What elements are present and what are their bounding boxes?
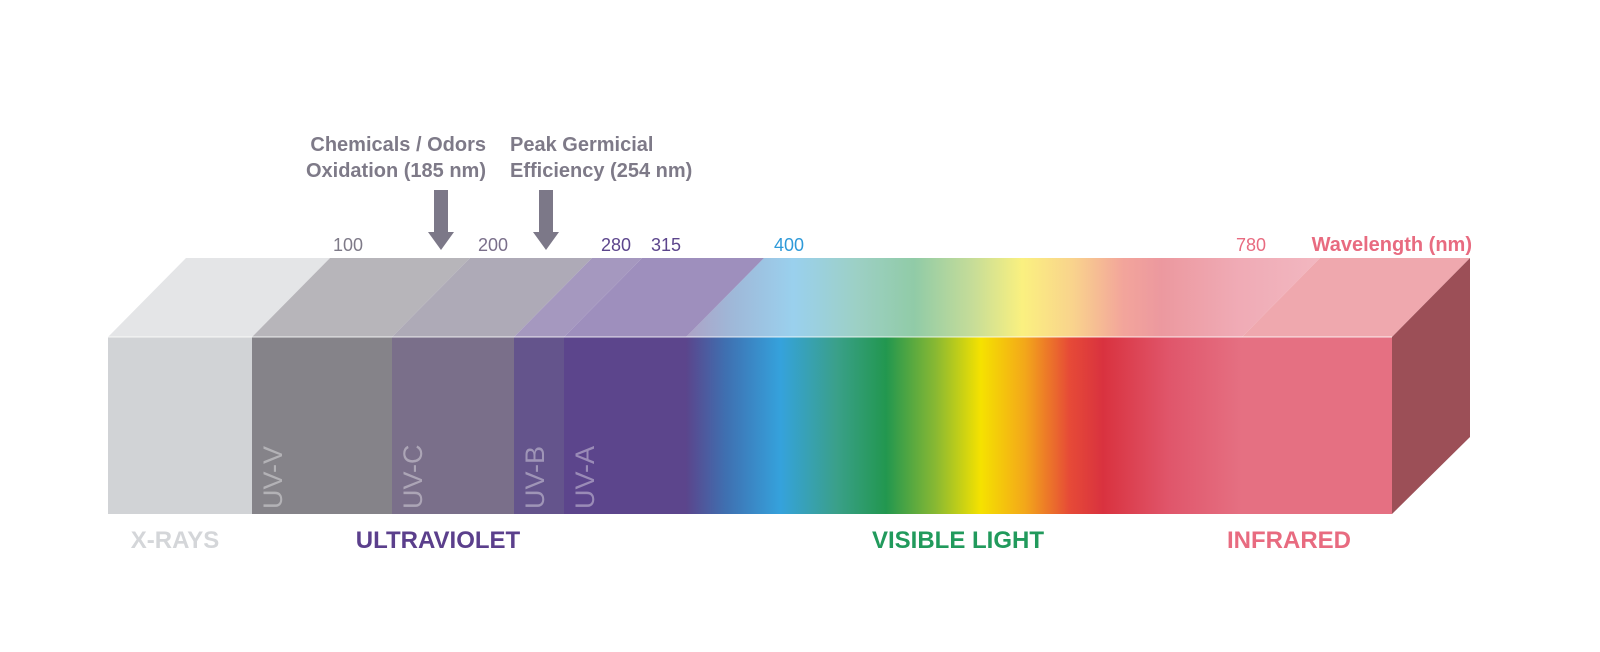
band-label-infrared: INFRARED (1227, 527, 1351, 554)
band-label-ultraviolet: ULTRAVIOLET (356, 527, 521, 554)
callout-germicidal-line-1: Peak Germicial (510, 134, 653, 156)
side-face-infrared (1392, 258, 1470, 514)
top-faces (108, 258, 1470, 337)
front-faces (108, 336, 1392, 514)
front-face-visible (686, 337, 1242, 514)
arrow-down-icon (533, 190, 559, 250)
tick-label-780: 780 (1236, 235, 1266, 255)
callout-germicidal-line-2: Efficiency (254 nm) (510, 160, 692, 182)
front-face-uvc (392, 337, 514, 514)
front-face-uvv (252, 337, 392, 514)
front-face-infrared (1242, 337, 1392, 514)
top-face-visible (686, 258, 1320, 337)
front-face-xrays (108, 337, 252, 514)
sub-band-labels: UV-V UV-C UV-B UV-A (258, 444, 600, 509)
top-face-uvb (514, 258, 642, 337)
sub-band-label-uvc: UV-C (398, 444, 428, 509)
axis-title: Wavelength (nm) (1312, 234, 1472, 256)
tick-label-280: 280 (601, 235, 631, 255)
tick-label-315: 315 (651, 235, 681, 255)
band-label-xrays: X-RAYS (131, 527, 219, 554)
top-face-xrays (108, 258, 330, 337)
tick-label-200: 200 (478, 235, 508, 255)
callout-germicidal: Peak Germicial Efficiency (254 nm) (510, 134, 692, 250)
callout-oxidation-line-1: Chemicals / Odors (310, 134, 486, 156)
tick-label-400: 400 (774, 235, 804, 255)
callout-oxidation-line-2: Oxidation (185 nm) (306, 160, 486, 182)
top-face-infrared (1242, 258, 1470, 337)
top-face-uvc (392, 258, 592, 337)
band-labels: X-RAYS ULTRAVIOLET VISIBLE LIGHT INFRARE… (131, 527, 1351, 554)
top-face-uva (564, 258, 764, 337)
callout-oxidation: Chemicals / Odors Oxidation (185 nm) (306, 134, 486, 250)
wavelength-ticks: 100 200 280 315 400 780 Wavelength (nm) (333, 234, 1472, 256)
tick-label-100: 100 (333, 235, 363, 255)
sub-band-label-uvv: UV-V (258, 446, 288, 509)
top-face-uvv (252, 258, 470, 337)
band-label-visible-light: VISIBLE LIGHT (872, 527, 1044, 554)
sub-band-label-uvb: UV-B (520, 446, 550, 509)
sub-band-label-uva: UV-A (570, 446, 600, 509)
front-face-uvb (514, 337, 564, 514)
arrow-down-icon (428, 190, 454, 250)
front-face-uva (564, 337, 686, 514)
